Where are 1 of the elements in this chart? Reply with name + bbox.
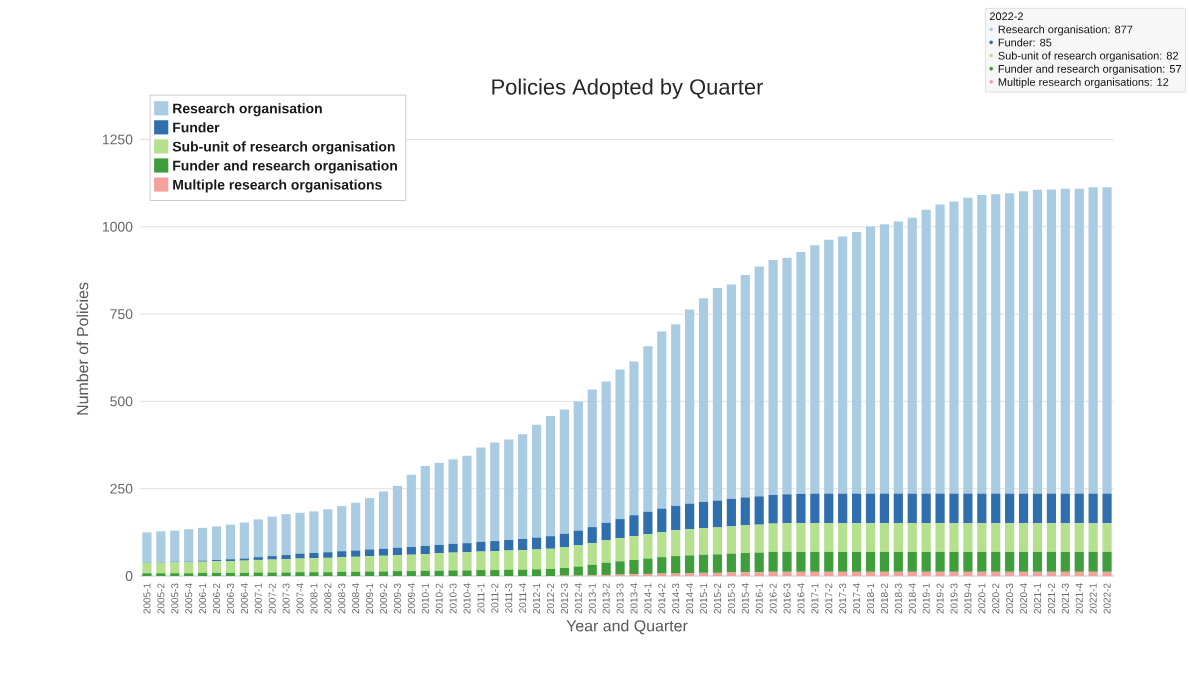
chart-title: Policies Adopted by Quarter xyxy=(492,78,764,99)
